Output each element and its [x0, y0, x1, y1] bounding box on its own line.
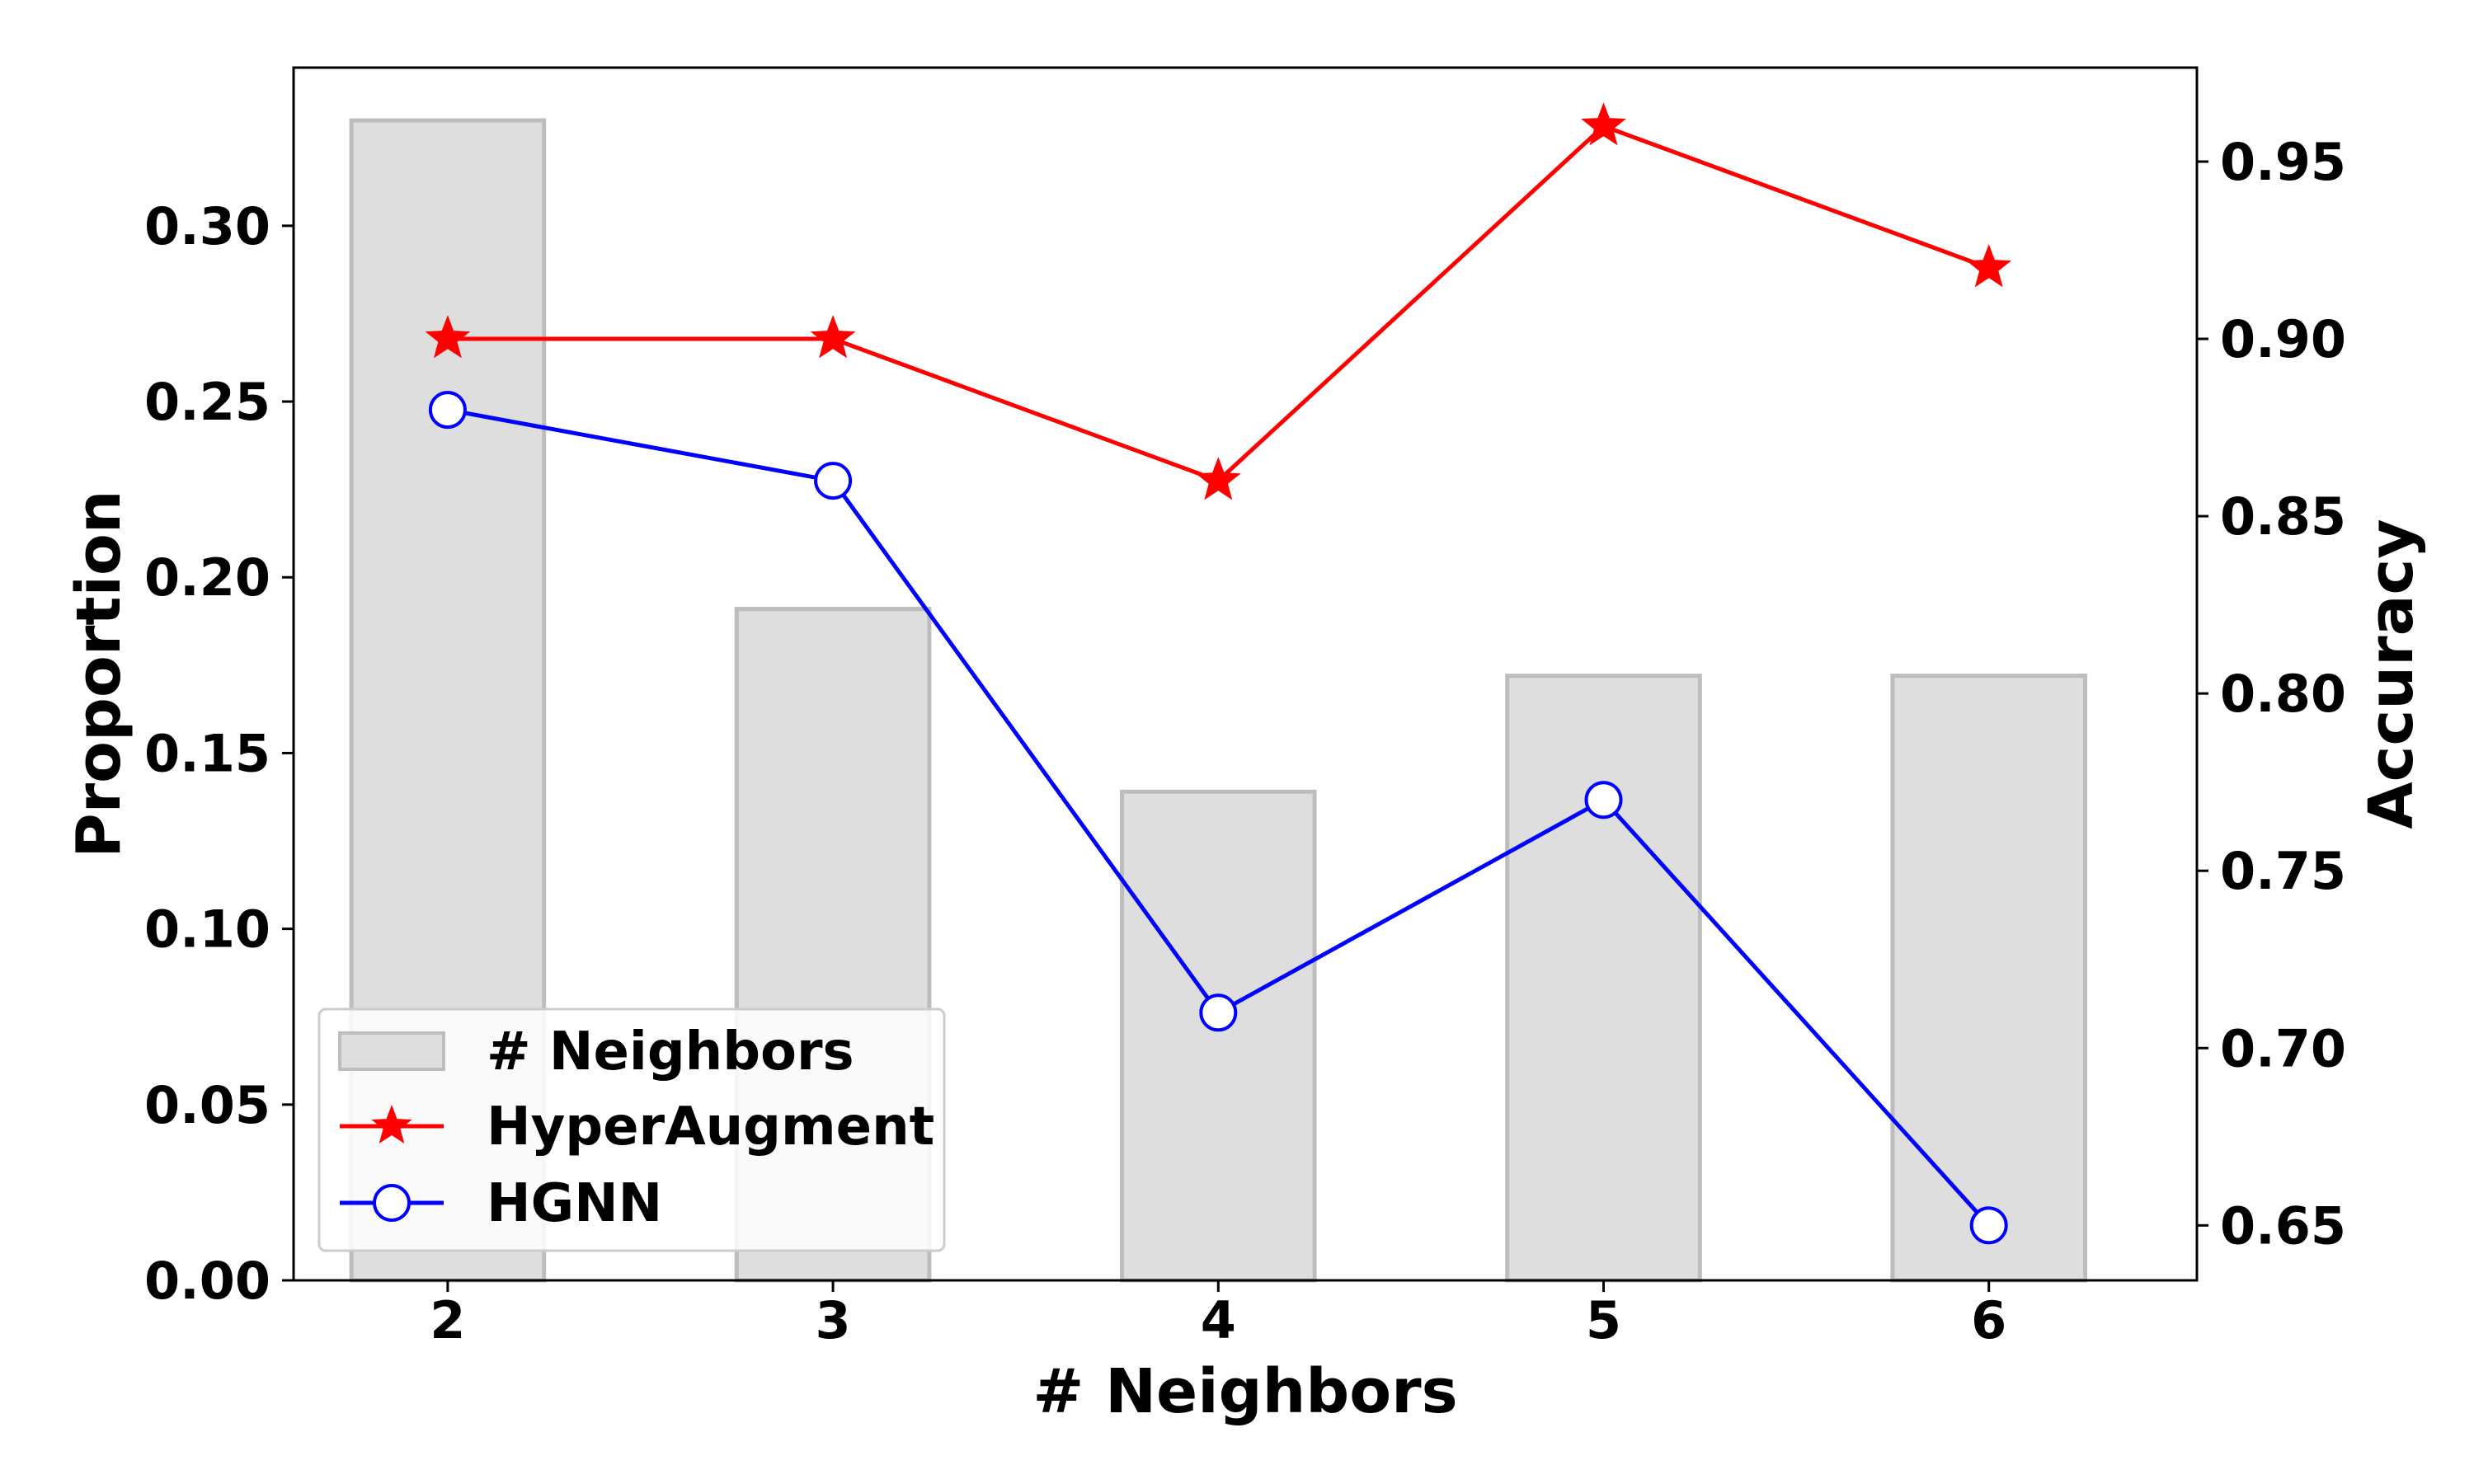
y-tick-label-0.05: 0.05 — [144, 1075, 270, 1135]
legend-label-neighbors: # Neighbors — [487, 1021, 854, 1082]
lines-layer — [425, 102, 2012, 1245]
hyperaugment-point-4 — [1195, 457, 1241, 500]
y-tick-label-0.20: 0.20 — [144, 547, 270, 608]
hgnn-point-2 — [428, 391, 467, 430]
legend: # Neighbors HyperAugment HGNN — [317, 1007, 946, 1252]
x-tick-label-3: 3 — [816, 1290, 851, 1350]
x-tick-label-4: 4 — [1201, 1290, 1236, 1350]
hyperaugment-point-5 — [1581, 102, 1626, 146]
y2-tick-label-0.85: 0.85 — [2220, 486, 2346, 547]
y-tick-label-0.30: 0.30 — [144, 196, 270, 256]
legend-swatch-bar — [338, 1031, 445, 1071]
y2-tick-label-0.95: 0.95 — [2220, 132, 2346, 192]
hyperaugment-point-2 — [425, 315, 471, 359]
hgnn-point-4 — [1199, 993, 1238, 1032]
x-tick-label-2: 2 — [430, 1290, 465, 1350]
bar-4 — [1120, 789, 1317, 1283]
hgnn-point-3 — [814, 462, 853, 500]
hgnn-point-5 — [1584, 781, 1623, 819]
legend-swatch-circle-icon — [373, 1184, 411, 1222]
x-tick-label-5: 5 — [1586, 1290, 1621, 1350]
y2-tick-label-0.80: 0.80 — [2220, 664, 2346, 724]
y2-tick-label-0.65: 0.65 — [2220, 1195, 2346, 1256]
y-tick-label-0.25: 0.25 — [144, 372, 270, 432]
y-tick-label-0.15: 0.15 — [144, 723, 270, 783]
y2-tick-label-0.90: 0.90 — [2220, 309, 2346, 369]
legend-swatch-star-icon — [371, 1105, 412, 1144]
y2-tick-label-0.75: 0.75 — [2220, 841, 2346, 901]
bar-5 — [1505, 674, 1702, 1283]
plot-frame — [292, 66, 2199, 1282]
x-axis-title: # Neighbors — [1032, 1356, 1457, 1427]
y2-tick-label-0.70: 0.70 — [2220, 1018, 2346, 1078]
legend-box — [317, 1007, 946, 1252]
y-tick-label-0.00: 0.00 — [144, 1251, 270, 1311]
y-tick-label-0.10: 0.10 — [144, 899, 270, 960]
legend-label-hgnn: HGNN — [487, 1173, 662, 1234]
axes-layer: 2 3 4 5 6 0.00 0.05 0.10 0.15 0.20 0.25 0.30 0.65 0.7… — [144, 132, 2346, 1350]
y-axis-title: Proportion — [63, 490, 134, 857]
y2-axis-title: Accuracy — [2356, 519, 2427, 829]
hgnn-point-6 — [1969, 1206, 2008, 1245]
x-tick-label-6: 6 — [1971, 1290, 2006, 1350]
hyperaugment-line — [447, 124, 1990, 483]
legend-label-hyperaugment: HyperAugment — [487, 1097, 934, 1158]
hyperaugment-point-3 — [810, 315, 856, 359]
bar-6 — [1890, 674, 2087, 1283]
hyperaugment-point-6 — [1966, 244, 2012, 288]
